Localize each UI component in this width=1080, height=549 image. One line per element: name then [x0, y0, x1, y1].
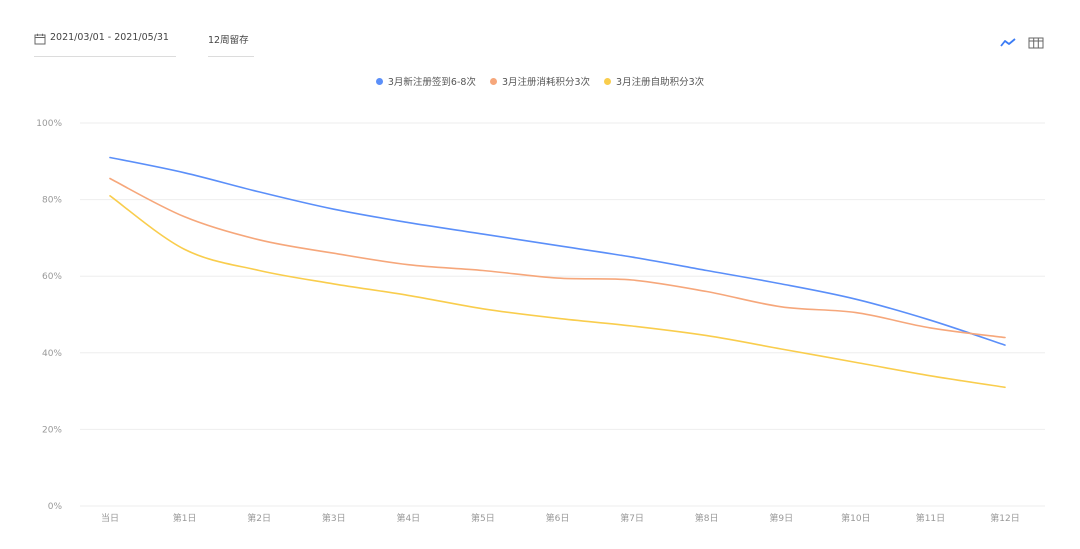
- date-range-picker[interactable]: 2021/03/01 - 2021/05/31: [34, 32, 176, 57]
- chart-legend: 3月新注册签到6-8次 3月注册消耗积分3次 3月注册自助积分3次: [0, 74, 1080, 88]
- series-line-1[interactable]: [109, 156, 1006, 346]
- x-tick-label: 第9日: [769, 512, 793, 524]
- series-line-3[interactable]: [109, 195, 1006, 389]
- y-axis-ticks: 0% 20% 40% 60% 80% 100%: [36, 119, 62, 512]
- legend-item[interactable]: 3月注册自助积分3次: [604, 74, 704, 88]
- x-tick-label: 第10日: [841, 512, 870, 524]
- y-tick-label: 20%: [42, 425, 62, 435]
- y-tick-label: 60%: [42, 272, 62, 282]
- view-switcher: [1000, 34, 1044, 49]
- legend-dot-icon: [489, 77, 497, 85]
- toolbar: 2021/03/01 - 2021/05/31 12周留存: [0, 0, 1080, 60]
- x-axis-ticks: 当日 第1日 第2日 第3日 第4日 第5日 第6日 第7日 第8日 第9日 第10日 第11日 第12…: [101, 512, 1020, 524]
- legend-item[interactable]: 3月新注册签到6-8次: [375, 74, 476, 88]
- x-tick-label: 第7日: [620, 512, 644, 524]
- retention-period-text: 12周留存: [208, 35, 249, 46]
- x-tick-label: 第8日: [695, 512, 719, 524]
- x-tick-label: 第1日: [173, 512, 197, 524]
- x-tick-label: 第12日: [990, 512, 1019, 524]
- date-range-text: 2021/03/01 - 2021/05/31: [50, 32, 169, 43]
- x-tick-label: 第2日: [247, 512, 271, 524]
- x-tick-label: 第5日: [471, 512, 495, 524]
- x-tick-label: 第11日: [916, 512, 945, 524]
- retention-period-select[interactable]: 12周留存: [208, 32, 254, 57]
- table-icon[interactable]: [1028, 34, 1044, 49]
- legend-label: 3月新注册签到6-8次: [387, 77, 476, 88]
- legend-item[interactable]: 3月注册消耗积分3次: [489, 74, 591, 88]
- legend-dot-icon: [375, 77, 383, 85]
- legend-label: 3月注册消耗积分3次: [501, 77, 591, 88]
- y-tick-label: 0%: [48, 502, 63, 512]
- series-lines: [109, 156, 1006, 389]
- y-tick-label: 40%: [42, 349, 62, 359]
- calendar-icon: [34, 33, 46, 45]
- line-chart-icon[interactable]: [1000, 34, 1016, 47]
- x-tick-label: 第4日: [396, 512, 420, 524]
- x-tick-label: 第3日: [322, 512, 346, 524]
- legend-label: 3月注册自助积分3次: [616, 77, 705, 88]
- series-line-2[interactable]: [109, 177, 1006, 339]
- x-tick-label: 第6日: [546, 512, 570, 524]
- x-tick-label: 当日: [101, 512, 119, 524]
- y-tick-label: 80%: [42, 196, 62, 206]
- y-tick-label: 100%: [36, 119, 62, 129]
- grid-lines: [80, 122, 1045, 507]
- legend-dot-icon: [604, 77, 612, 85]
